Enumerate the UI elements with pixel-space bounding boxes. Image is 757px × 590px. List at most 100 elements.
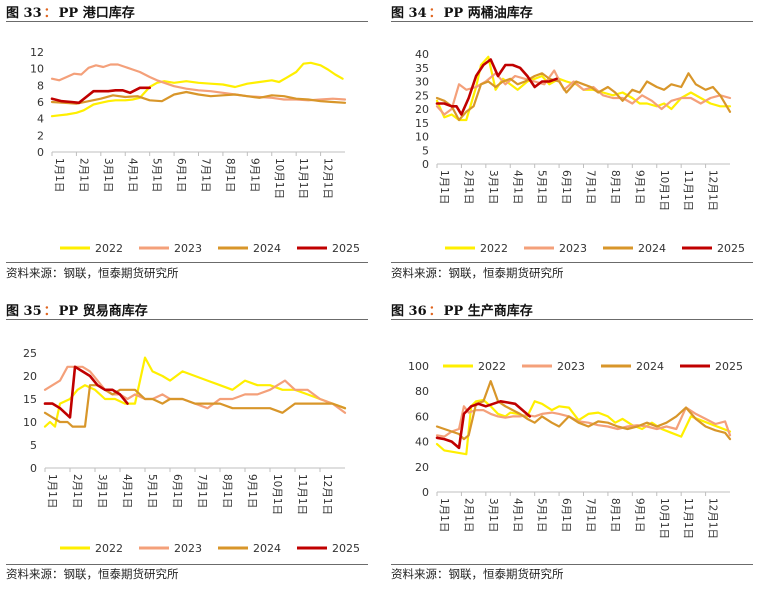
x-tick-label: 5月1日 [536,170,548,204]
title-rule [6,319,368,320]
x-tick-label: 6月1日 [175,158,187,192]
y-tick-label: 20 [415,461,429,474]
y-tick-label: 30 [415,76,429,89]
y-tick-label: 5 [422,144,429,157]
y-tick-label: 2 [37,129,44,142]
x-tick-label: 1月1日 [53,158,65,192]
line-chart: 0 2 4 6 8 10 12 1月1日 2月1日 3月1日 4月1日 5月1日 6月1日 7月1日 8月1… [30,46,360,255]
y-tick-label: 40 [415,48,429,61]
figure-number: 图 34 [391,6,427,21]
series-line-2025 [50,86,151,105]
x-tick-label: 8月1日 [609,170,621,204]
y-tick-label: 40 [415,436,429,449]
series-line-2024 [43,384,347,428]
x-tick-label: 12月1日 [707,170,719,211]
y-tick-label: 0 [422,158,429,171]
legend-label-2025: 2025 [715,360,743,373]
legend-label-2022: 2022 [480,242,508,255]
y-tick-label: 60 [415,410,429,423]
line-chart: 0 20 40 60 80 100 1月1日 2月1日 3月1日 4月1日 5月1日 6月1日 7月1日… [408,360,743,539]
y-tick-label: 8 [37,79,44,92]
x-tick-label: 4月1日 [126,158,138,192]
y-tick-label: 5 [30,439,37,452]
title-separator: ： [43,6,57,21]
series-line-2024 [435,379,732,441]
x-tick-label: 4月1日 [121,474,133,508]
x-tick-label: 1月1日 [46,474,58,508]
x-tick-label: 11月1日 [682,170,694,211]
x-tick-label: 4月1日 [511,170,523,204]
x-tick-label: 3月1日 [102,158,114,192]
x-tick-label: 10月1日 [273,158,285,199]
legend-label-2022: 2022 [95,242,123,255]
y-tick-label: 0 [422,486,429,499]
series-line-2023 [50,63,347,102]
legend-label-2024: 2024 [253,542,281,555]
source-rule [6,262,368,263]
figure-number: 图 33 [6,6,42,21]
y-tick-label: 10 [30,63,44,76]
legend-label-2022: 2022 [95,542,123,555]
title-rule [391,319,753,320]
series-line-2023 [435,69,732,116]
legend-label-2025: 2025 [717,242,745,255]
figure-title: PP 生产商库存 [443,304,533,319]
legend-label-2024: 2024 [253,242,281,255]
source-note: 资料来源：钢联，恒泰期货研究所 [6,567,179,581]
series-line-2023 [435,405,732,438]
x-tick-label: 8月1日 [224,158,236,192]
x-tick-label: 7月1日 [196,474,208,508]
series-line-2022 [435,398,732,456]
legend-label-2023: 2023 [559,242,587,255]
title-rule [6,21,368,22]
x-tick-label: 11月1日 [296,474,308,515]
legend-label-2023: 2023 [557,360,585,373]
source-note: 资料来源：钢联，恒泰期货研究所 [391,567,564,581]
x-tick-label: 2月1日 [462,170,474,204]
y-tick-label: 6 [37,96,44,109]
legend-label-2023: 2023 [174,542,202,555]
x-tick-label: 5月1日 [146,474,158,508]
y-tick-label: 35 [415,62,429,75]
y-tick-label: 4 [37,113,44,126]
x-tick-label: 10月1日 [271,474,283,515]
x-tick-label: 8月1日 [221,474,233,508]
x-tick-label: 7月1日 [585,498,597,532]
y-tick-label: 25 [23,347,37,360]
series-line-2025 [435,58,558,116]
source-rule [391,262,753,263]
x-tick-label: 5月1日 [536,498,548,532]
figure-number: 图 36 [391,304,427,319]
source-rule [6,564,368,565]
chart-title: 图 34： PP 两桶油库存 [391,2,533,21]
series-line-2024 [435,72,732,122]
x-tick-label: 12月1日 [707,498,719,539]
series-line-2025 [435,400,532,450]
panel-fig36: 图 36： PP 生产商库存 0 20 40 60 80 100 1月1日 2月1日 3月1日 4月… [385,298,757,590]
x-tick-label: 9月1日 [248,158,260,192]
x-tick-label: 2月1日 [462,498,474,532]
x-tick-label: 3月1日 [96,474,108,508]
figure-title: PP 两桶油库存 [443,6,533,21]
panel-fig35: 图 35： PP 贸易商库存 0 5 10 15 20 25 1月1日 2月1日 3月1日 4月1日… [0,298,372,590]
x-tick-label: 6月1日 [171,474,183,508]
y-tick-label: 10 [23,416,37,429]
y-tick-label: 12 [30,46,44,59]
x-tick-label: 11月1日 [682,498,694,539]
y-tick-label: 15 [23,393,37,406]
source-rule [391,564,753,565]
x-tick-label: 2月1日 [71,474,83,508]
y-tick-label: 80 [415,385,429,398]
x-tick-label: 7月1日 [200,158,212,192]
y-tick-label: 0 [30,462,37,475]
y-tick-label: 100 [408,360,429,373]
x-tick-label: 7月1日 [585,170,597,204]
x-tick-label: 9月1日 [633,498,645,532]
x-tick-label: 12月1日 [322,158,334,199]
y-tick-label: 10 [415,131,429,144]
x-tick-label: 3月1日 [487,498,499,532]
title-rule [391,21,753,22]
y-tick-label: 25 [415,89,429,102]
